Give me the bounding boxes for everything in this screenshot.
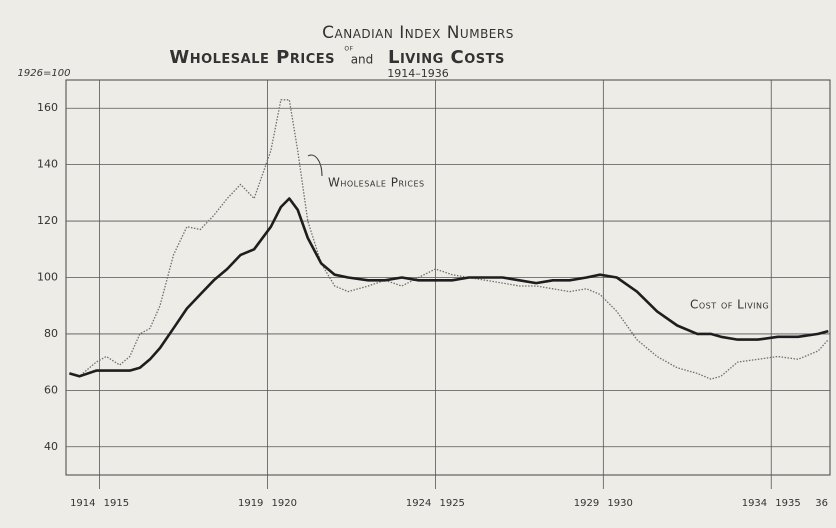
- chart-subtitle: of: [344, 44, 353, 53]
- y-tick-label: 120: [37, 214, 58, 227]
- y-tick-label: 160: [37, 101, 58, 114]
- annotation-arrow: [307, 154, 323, 177]
- y-tick-label: 100: [37, 271, 58, 284]
- y-tick-label: 140: [37, 158, 58, 171]
- x-tick-label: 1930: [607, 498, 632, 509]
- y-tick-label: 40: [44, 440, 58, 453]
- chart-title: Canadian Index Numbers: [322, 23, 514, 43]
- x-tick-label: 1924: [406, 498, 431, 509]
- y-tick-label: 60: [44, 383, 58, 396]
- x-tick-label: 1914: [70, 498, 95, 509]
- x-tick-label: 1920: [272, 498, 297, 509]
- series-line: [69, 99, 829, 380]
- x-tick-label: 1919: [238, 498, 263, 509]
- chart-subtitle: and: [351, 53, 374, 67]
- x-tick-label: 1934: [742, 498, 767, 509]
- chart-period: 1914–1936: [387, 67, 449, 80]
- x-tick-label: 1915: [104, 498, 129, 509]
- series-label: Wholesale Prices: [328, 176, 425, 190]
- x-tick-label: 1925: [439, 498, 464, 509]
- x-tick-label: 1929: [574, 498, 599, 509]
- chart-subtitle: Living Costs: [388, 47, 505, 68]
- x-tick-label: 36: [815, 498, 828, 509]
- series-line: [69, 197, 829, 378]
- y-tick-label: 80: [44, 327, 58, 340]
- series-label: Cost of Living: [690, 298, 769, 312]
- chart-subtitle: Wholesale Prices: [169, 47, 335, 68]
- x-tick-label: 1935: [775, 498, 800, 509]
- y-axis-label: 1926=100: [18, 68, 71, 79]
